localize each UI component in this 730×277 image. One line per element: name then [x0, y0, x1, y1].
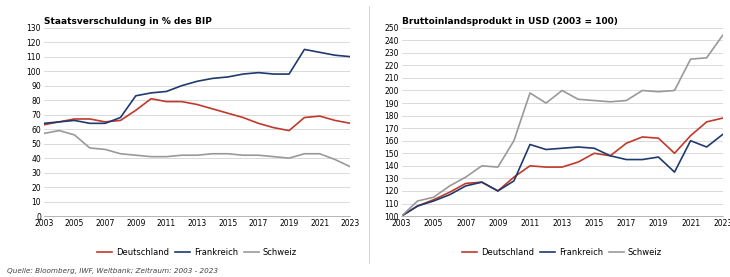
Text: Staatsverschuldung in % des BIP: Staatsverschuldung in % des BIP: [44, 17, 212, 25]
Text: Bruttoinlandsprodukt in USD (2003 = 100): Bruttoinlandsprodukt in USD (2003 = 100): [402, 17, 618, 25]
Text: Quelle: Bloomberg, IWF, Weltbank; Zeitraum: 2003 - 2023: Quelle: Bloomberg, IWF, Weltbank; Zeitra…: [7, 268, 218, 274]
Legend: Deutschland, Frankreich, Schweiz: Deutschland, Frankreich, Schweiz: [94, 245, 300, 260]
Legend: Deutschland, Frankreich, Schweiz: Deutschland, Frankreich, Schweiz: [459, 245, 665, 260]
